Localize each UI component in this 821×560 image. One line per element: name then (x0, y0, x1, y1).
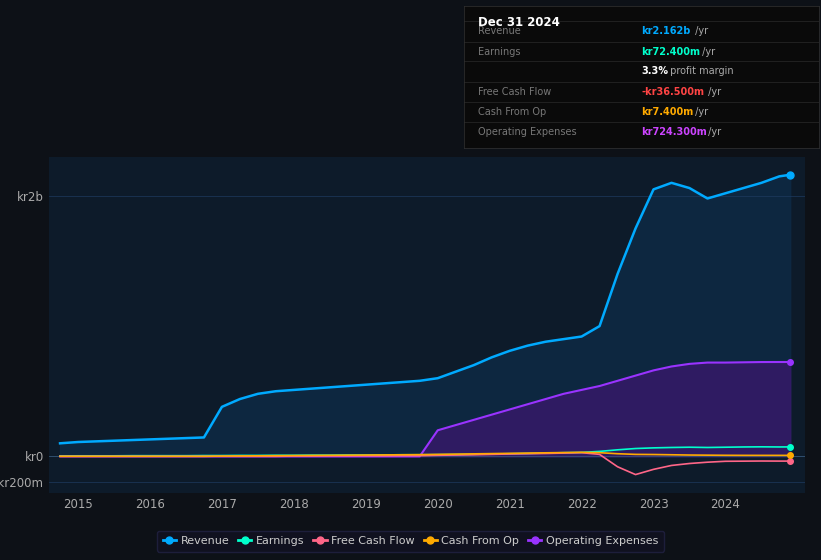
Text: kr7.400m: kr7.400m (641, 107, 694, 117)
Text: Operating Expenses: Operating Expenses (478, 127, 576, 137)
Text: Revenue: Revenue (478, 26, 521, 36)
Text: /yr: /yr (699, 47, 715, 57)
Text: Dec 31 2024: Dec 31 2024 (478, 16, 560, 29)
Text: kr72.400m: kr72.400m (641, 47, 700, 57)
Text: Cash From Op: Cash From Op (478, 107, 546, 117)
Text: kr2.162b: kr2.162b (641, 26, 690, 36)
Legend: Revenue, Earnings, Free Cash Flow, Cash From Op, Operating Expenses: Revenue, Earnings, Free Cash Flow, Cash … (157, 530, 664, 552)
Text: Earnings: Earnings (478, 47, 521, 57)
Text: kr724.300m: kr724.300m (641, 127, 707, 137)
Text: /yr: /yr (705, 87, 721, 97)
Text: profit margin: profit margin (667, 66, 733, 76)
Text: /yr: /yr (692, 26, 709, 36)
Text: 3.3%: 3.3% (641, 66, 668, 76)
Text: Free Cash Flow: Free Cash Flow (478, 87, 552, 97)
Text: /yr: /yr (705, 127, 721, 137)
Text: -kr36.500m: -kr36.500m (641, 87, 704, 97)
Text: /yr: /yr (692, 107, 709, 117)
